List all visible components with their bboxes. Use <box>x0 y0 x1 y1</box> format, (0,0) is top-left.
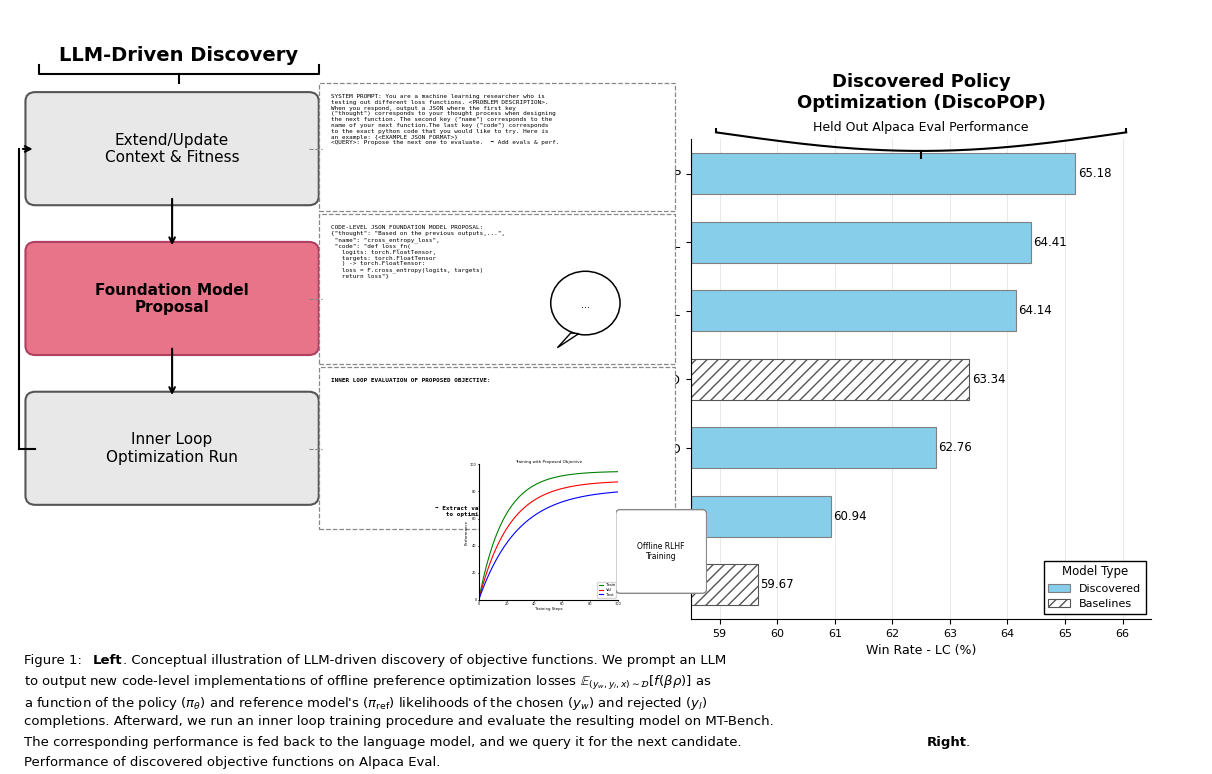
Text: 64.14: 64.14 <box>1018 304 1052 317</box>
Text: CODE-LEVEL JSON FOUNDATION MODEL PROPOSAL:
{"thought": "Based on the previous ou: CODE-LEVEL JSON FOUNDATION MODEL PROPOSA… <box>331 225 504 279</box>
Text: to output new code-level implementations of offline preference optimization loss: to output new code-level implementations… <box>24 674 711 692</box>
Text: Figure 1:: Figure 1: <box>24 654 86 667</box>
Text: Left: Left <box>93 654 122 667</box>
FancyBboxPatch shape <box>319 367 675 529</box>
Bar <box>691 564 759 605</box>
Bar <box>691 427 936 468</box>
Text: completions. Afterward, we run an inner loop training procedure and evaluate the: completions. Afterward, we run an inner … <box>24 715 774 728</box>
Text: 59.67: 59.67 <box>760 578 794 591</box>
Polygon shape <box>558 333 579 348</box>
FancyBboxPatch shape <box>319 214 675 365</box>
Text: INNER LOOP EVALUATION OF PROPOSED OBJECTIVE:: INNER LOOP EVALUATION OF PROPOSED OBJECT… <box>331 378 491 383</box>
FancyBboxPatch shape <box>616 509 707 594</box>
FancyBboxPatch shape <box>25 92 319 205</box>
Text: The corresponding performance is fed back to the language model, and we query it: The corresponding performance is fed bac… <box>24 735 747 748</box>
Text: SYSTEM PROMPT: You are a machine learning researcher who is
testing out differen: SYSTEM PROMPT: You are a machine learnin… <box>331 94 559 146</box>
Bar <box>691 153 1075 194</box>
FancyBboxPatch shape <box>25 392 319 505</box>
Text: a function of the policy $(\pi_\theta)$ and reference model's $(\pi_\mathrm{ref}: a function of the policy $(\pi_\theta)$ … <box>24 695 708 712</box>
Text: Performance of discovered objective functions on Alpaca Eval.: Performance of discovered objective func… <box>24 756 441 769</box>
Text: Offline RLHF
Training: Offline RLHF Training <box>638 542 685 561</box>
Title: Held Out Alpaca Eval Performance: Held Out Alpaca Eval Performance <box>813 121 1029 134</box>
Text: 63.34: 63.34 <box>972 373 1005 385</box>
Text: .: . <box>966 735 970 748</box>
Text: Right: Right <box>927 735 967 748</box>
FancyBboxPatch shape <box>319 83 675 211</box>
X-axis label: Win Rate - LC (%): Win Rate - LC (%) <box>865 645 977 657</box>
Circle shape <box>550 271 621 335</box>
Text: ...: ... <box>581 300 590 310</box>
Text: 65.18: 65.18 <box>1077 167 1111 180</box>
Bar <box>691 358 970 400</box>
Text: 64.41: 64.41 <box>1034 235 1067 248</box>
Legend: Discovered, Baselines: Discovered, Baselines <box>1044 560 1145 614</box>
Y-axis label: Performance: Performance <box>464 519 469 545</box>
Text: ➡ Extract validation metric
   to optimize in outer loop: ➡ Extract validation metric to optimize … <box>435 506 537 517</box>
Text: Discovered Policy
Optimization (DiscoPOP): Discovered Policy Optimization (DiscoPOP… <box>796 74 1046 112</box>
FancyBboxPatch shape <box>25 242 319 355</box>
Text: Foundation Model
Proposal: Foundation Model Proposal <box>96 283 248 315</box>
Text: . Conceptual illustration of LLM-driven discovery of objective functions. We pro: . Conceptual illustration of LLM-driven … <box>124 654 726 667</box>
Text: 62.76: 62.76 <box>938 441 972 454</box>
X-axis label: Training Steps: Training Steps <box>534 608 562 611</box>
Legend: Train, Val, Test: Train, Val, Test <box>598 582 616 598</box>
Text: Extend/Update
Context & Fitness: Extend/Update Context & Fitness <box>104 133 240 165</box>
Title: Training with Proposed Objective: Training with Proposed Objective <box>515 460 582 464</box>
Bar <box>691 221 1031 262</box>
Text: 60.94: 60.94 <box>834 510 868 523</box>
Bar <box>691 290 1016 331</box>
Bar <box>691 496 831 537</box>
Text: Inner Loop
Optimization Run: Inner Loop Optimization Run <box>107 433 238 465</box>
Text: LLM-Driven Discovery: LLM-Driven Discovery <box>59 46 298 65</box>
